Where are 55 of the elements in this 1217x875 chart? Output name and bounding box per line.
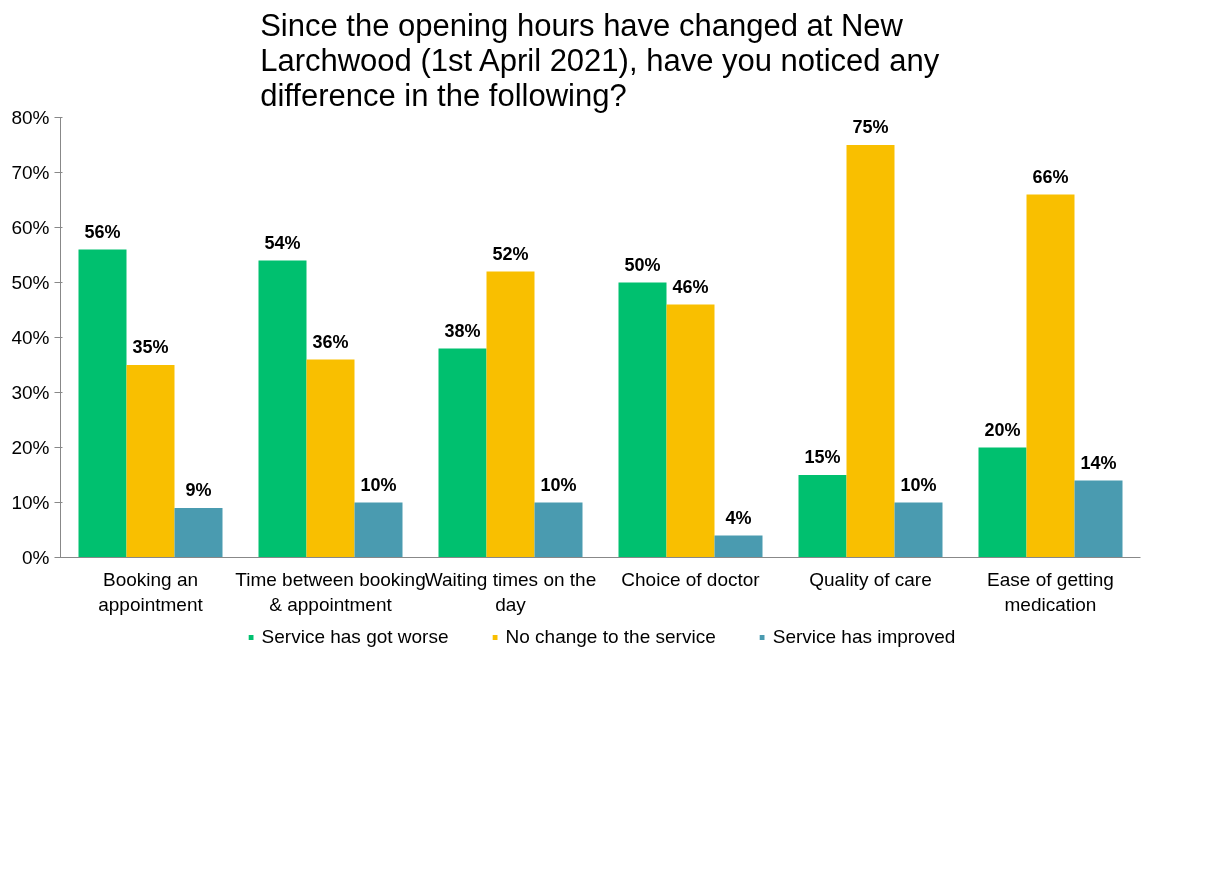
y-tick-label: 40%	[11, 327, 50, 348]
data-label: 15%	[804, 447, 841, 467]
bar	[78, 249, 127, 558]
data-label: 66%	[1032, 166, 1069, 187]
bar	[714, 535, 763, 558]
y-tick-label: 60%	[11, 217, 50, 238]
x-tick-label: Booking an appointment	[98, 568, 204, 615]
bar	[306, 359, 355, 558]
data-label: 10%	[360, 474, 397, 495]
data-label: 46%	[672, 276, 709, 297]
legend-label: No change to the service	[505, 626, 716, 648]
y-tick-label: 10%	[11, 492, 50, 513]
data-label: 56%	[84, 221, 121, 242]
data-label: 9%	[185, 480, 212, 500]
data-label: 4%	[725, 507, 752, 528]
chart-title: Since the opening hours have changed at New Larchwood (1st April 2021), have you noticed any difference in the following?	[260, 7, 940, 113]
data-label: 52%	[492, 243, 529, 264]
data-label: 36%	[312, 331, 349, 352]
data-label: 50%	[624, 254, 661, 275]
y-tick-label: 20%	[11, 437, 50, 458]
y-tick-label: 80%	[11, 107, 50, 128]
data-label: 10%	[540, 474, 577, 495]
bar	[486, 271, 535, 558]
y-tick-label: 70%	[11, 162, 50, 183]
data-label: 35%	[132, 337, 169, 357]
x-tick-label: Time between booking & appointment	[235, 568, 426, 615]
data-label: 14%	[1080, 452, 1117, 473]
bar	[618, 282, 667, 558]
bar	[534, 502, 583, 558]
x-tick-label: Choice of doctor	[621, 568, 761, 590]
bar	[354, 502, 403, 558]
data-label: 20%	[984, 419, 1021, 440]
bar	[666, 304, 715, 558]
x-tick-label: Ease of getting medication	[987, 568, 1114, 615]
bar	[798, 475, 847, 558]
bar	[174, 508, 223, 558]
data-label: 75%	[852, 117, 889, 137]
x-tick-label: Quality of care	[809, 568, 932, 590]
data-label: 54%	[264, 232, 301, 253]
bar	[258, 260, 307, 558]
data-label: 38%	[444, 320, 481, 341]
legend-label: Service has improved	[772, 626, 956, 648]
y-tick-label: 30%	[11, 382, 50, 403]
y-tick-label: 0%	[22, 547, 50, 568]
data-label: 10%	[900, 474, 937, 495]
x-tick-label: Waiting times on the day	[424, 568, 597, 615]
legend-label: Service has got worse	[261, 626, 449, 648]
bar	[894, 502, 943, 558]
y-tick-label: 50%	[11, 272, 50, 293]
bar	[978, 447, 1027, 558]
bar	[126, 365, 175, 558]
bar	[1074, 480, 1123, 558]
bar	[846, 145, 895, 558]
bar	[1026, 194, 1075, 558]
bar	[438, 348, 487, 558]
